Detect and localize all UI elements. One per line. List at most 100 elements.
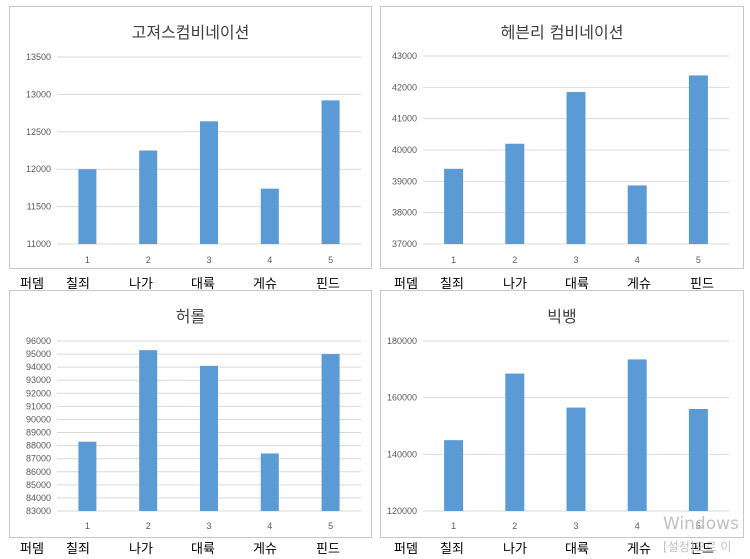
y-tick-label: 13000 xyxy=(26,89,51,99)
y-tick-label: 84000 xyxy=(26,493,51,503)
category-label-daeryuk: 대륙 xyxy=(565,542,589,557)
category-label-pind: 핀드 xyxy=(316,277,340,292)
category-label-pind: 핀드 xyxy=(316,542,340,557)
x-tick-label: 5 xyxy=(328,521,333,531)
chart-plot: 11000 11500 12000 12500 13000 13500 1 2 3 4 5 xyxy=(26,52,361,265)
bar xyxy=(688,409,708,511)
chart-plot: 37000 38000 39000 40000 41000 42000 43000 1 2 3 4 5 xyxy=(392,51,729,265)
x-tick-label: 3 xyxy=(206,255,211,265)
x-tick-label: 4 xyxy=(267,255,272,265)
y-tick-label: 180000 xyxy=(387,336,417,346)
y-tick-label: 13500 xyxy=(26,52,51,62)
y-tick-label: 11000 xyxy=(27,239,51,249)
y-tick-label: 120000 xyxy=(387,506,417,516)
chart-plot: 120000 140000 160000 180000 1 2 3 4 5 xyxy=(387,336,729,531)
x-tick-label: 2 xyxy=(146,255,151,265)
category-label-pind: 핀드 xyxy=(690,277,714,292)
x-tick-label: 3 xyxy=(206,521,211,531)
category-label-naga: 나가 xyxy=(129,277,153,292)
bar xyxy=(688,75,708,244)
chart-title: 허롤 xyxy=(175,307,206,326)
category-label-daeryuk: 대륙 xyxy=(191,542,215,557)
bar xyxy=(139,150,158,244)
category-label-geshu: 게슈 xyxy=(627,542,651,557)
y-tick-label: 87000 xyxy=(26,454,51,464)
category-label-naga: 나가 xyxy=(503,542,527,557)
x-tick-label: 5 xyxy=(328,255,333,265)
y-tick-label: 43000 xyxy=(392,51,417,61)
y-tick-label: 88000 xyxy=(26,441,51,451)
category-label-daeryuk: 대륙 xyxy=(565,277,589,292)
x-tick-label: 2 xyxy=(512,521,517,531)
y-tick-label: 40000 xyxy=(392,145,417,155)
y-tick-label: 12500 xyxy=(26,127,51,137)
category-label-perdem: 퍼뎀 xyxy=(20,277,44,292)
bar xyxy=(321,354,340,511)
chart-title: 빅뱅 xyxy=(547,307,577,326)
category-label-pind: 핀드 xyxy=(690,542,714,557)
category-label-geshu: 게슈 xyxy=(253,277,277,292)
bar xyxy=(139,350,158,511)
y-tick-label: 83000 xyxy=(26,506,51,516)
bar xyxy=(200,365,218,511)
chart-title: 고져스컴비네이션 xyxy=(131,23,250,42)
x-tick-label: 4 xyxy=(635,521,640,531)
y-tick-label: 41000 xyxy=(392,114,417,124)
x-tick-label: 2 xyxy=(146,521,151,531)
x-tick-label: 2 xyxy=(512,255,517,265)
chart-panel-2: 헤븐리 컴비네이션 37000 38000 39000 40000 41000 42000… xyxy=(380,6,744,269)
category-label-daeryuk: 대륙 xyxy=(191,277,215,292)
y-tick-label: 86000 xyxy=(26,467,51,477)
x-tick-label: 1 xyxy=(85,521,90,531)
y-tick-label: 160000 xyxy=(387,393,417,403)
bar xyxy=(566,92,586,245)
bar xyxy=(505,373,525,511)
y-tick-label: 91000 xyxy=(26,401,51,411)
y-tick-label: 93000 xyxy=(26,375,51,385)
category-label-perdem: 퍼뎀 xyxy=(394,277,418,292)
category-label-chiljoe: 칠죄 xyxy=(66,277,90,292)
y-tick-label: 89000 xyxy=(26,428,51,438)
y-tick-label: 140000 xyxy=(387,449,417,459)
x-tick-label: 1 xyxy=(451,255,456,265)
x-tick-label: 5 xyxy=(696,521,701,531)
chart-panel-1: 고져스컴비네이션 11000 11500 12000 12500 13000 13500 1… xyxy=(9,6,372,269)
y-tick-label: 39000 xyxy=(392,176,417,186)
chart-panel-3: 허롤 83000 84000 85000 86000 87000 88000 89000 90… xyxy=(9,290,372,538)
category-label-geshu: 게슈 xyxy=(253,542,277,557)
x-tick-label: 3 xyxy=(573,255,578,265)
y-tick-label: 11500 xyxy=(27,202,51,212)
bar xyxy=(566,407,586,511)
y-tick-label: 37000 xyxy=(392,239,417,249)
category-label-naga: 나가 xyxy=(503,277,527,292)
windows-activation-watermark-subtext: [설정]으로 이 xyxy=(663,540,732,554)
bar xyxy=(78,441,97,511)
x-tick-label: 1 xyxy=(85,255,90,265)
chart-title: 헤븐리 컴비네이션 xyxy=(500,23,624,42)
x-tick-label: 5 xyxy=(696,255,701,265)
y-tick-label: 38000 xyxy=(392,208,417,218)
y-tick-label: 85000 xyxy=(26,480,51,490)
y-tick-label: 42000 xyxy=(392,82,417,92)
category-label-perdem: 퍼뎀 xyxy=(20,542,44,557)
y-tick-label: 92000 xyxy=(26,388,51,398)
bar xyxy=(444,168,464,244)
bar xyxy=(260,188,279,244)
y-tick-label: 90000 xyxy=(26,414,51,424)
category-label-naga: 나가 xyxy=(129,542,153,557)
y-tick-label: 94000 xyxy=(26,362,51,372)
x-tick-label: 4 xyxy=(267,521,272,531)
windows-activation-watermark: Windows xyxy=(663,514,739,534)
category-label-chiljoe: 칠죄 xyxy=(440,277,464,292)
bar xyxy=(200,121,218,244)
bar xyxy=(505,143,525,244)
chart-plot: 83000 84000 85000 86000 87000 88000 89000 90000… xyxy=(26,336,361,531)
y-tick-label: 96000 xyxy=(26,336,51,346)
y-tick-label: 95000 xyxy=(26,349,51,359)
x-tick-label: 1 xyxy=(451,521,456,531)
category-label-perdem: 퍼뎀 xyxy=(394,542,418,557)
y-tick-label: 12000 xyxy=(26,164,51,174)
category-label-chiljoe: 칠죄 xyxy=(440,542,464,557)
bar xyxy=(627,185,647,244)
x-tick-label: 4 xyxy=(635,255,640,265)
